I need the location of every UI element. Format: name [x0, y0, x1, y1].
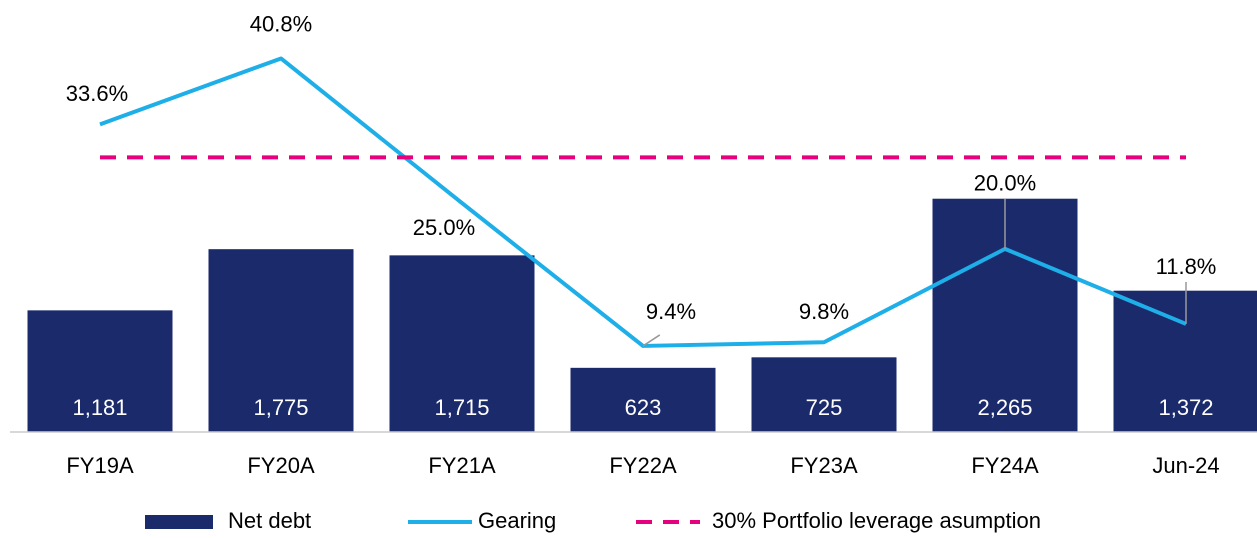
bar [570, 367, 716, 432]
legend-swatch [145, 515, 213, 529]
bar-label: 1,181 [72, 395, 127, 420]
bar-label: 725 [806, 395, 843, 420]
gearing-label: 33.6% [66, 81, 128, 106]
gearing-label: 9.4% [646, 299, 696, 324]
gearing-label: 40.8% [250, 11, 312, 36]
bar [389, 255, 535, 432]
x-tick-label: FY23A [790, 453, 858, 478]
x-tick-label: Jun-24 [1152, 453, 1219, 478]
bar-label: 1,775 [253, 395, 308, 420]
x-tick-label: FY21A [428, 453, 496, 478]
leader-line [642, 334, 661, 347]
gearing-label: 11.8% [1156, 254, 1217, 279]
bar-label: 1,715 [434, 395, 489, 420]
bar-label: 623 [625, 395, 662, 420]
legend-label: Net debt [228, 508, 311, 533]
bar [751, 357, 897, 432]
x-tick-label: FY20A [247, 453, 315, 478]
bar-label: 1,372 [1158, 395, 1213, 420]
bar [27, 310, 173, 432]
legend-label: Gearing [478, 508, 556, 533]
x-tick-label: FY22A [609, 453, 677, 478]
bar-label: 2,265 [977, 395, 1032, 420]
gearing-label: 20.0% [974, 171, 1036, 196]
gearing-label: 9.8% [799, 299, 849, 324]
bar [208, 249, 354, 432]
x-tick-label: FY19A [66, 453, 134, 478]
x-tick-label: FY24A [971, 453, 1039, 478]
legend-label: 30% Portfolio leverage asumption [712, 508, 1041, 533]
gearing-label: 25.0% [413, 215, 475, 240]
